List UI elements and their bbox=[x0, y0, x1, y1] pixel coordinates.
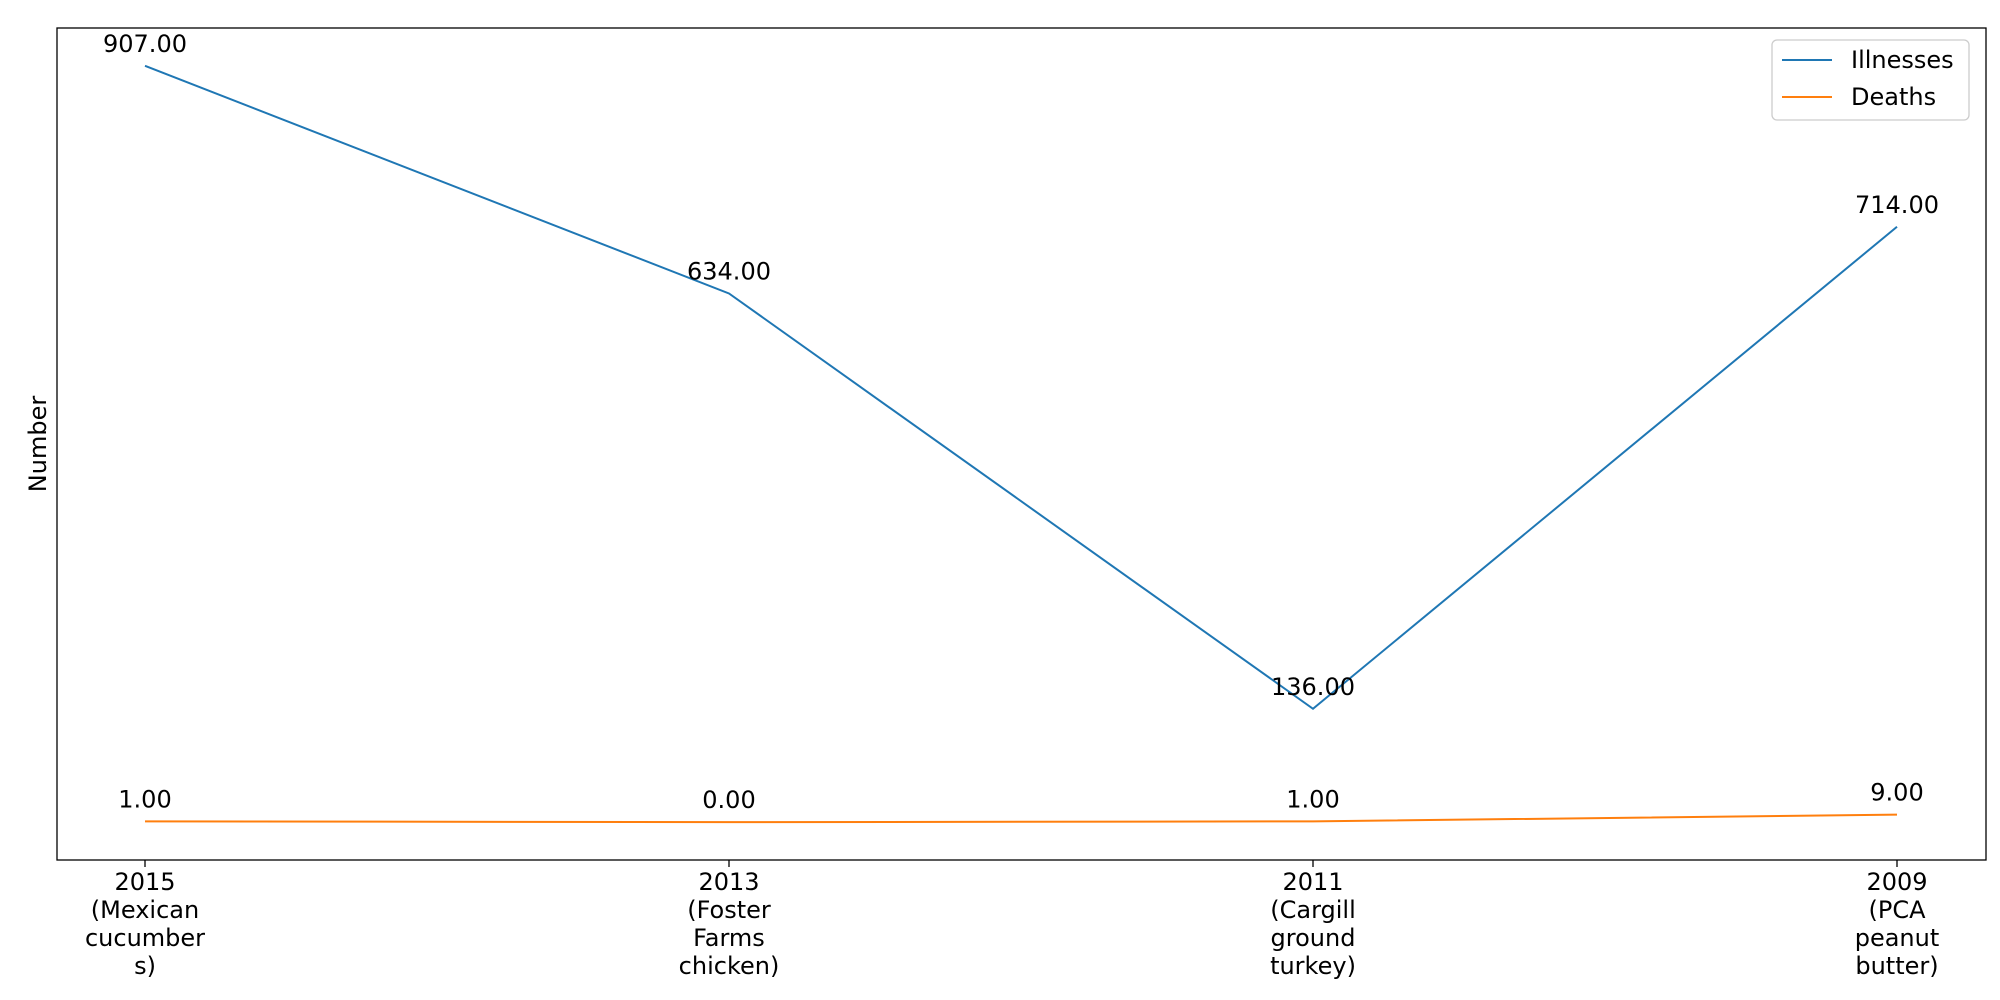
x-tick-label-line: 2011 bbox=[1282, 868, 1343, 896]
legend-label-illnesses: Illnesses bbox=[1851, 46, 1954, 74]
x-axis: 2015 (Mexican cucumber s) 2013 (Foster Farms ch… bbox=[85, 860, 1939, 980]
x-tick-label-line: ground bbox=[1271, 924, 1356, 952]
plot-frame bbox=[56, 27, 1987, 861]
y-axis-title: Number bbox=[24, 396, 52, 493]
x-tick-label-line: (Cargill bbox=[1270, 896, 1356, 924]
series-line-illnesses bbox=[144, 64, 1898, 711]
data-label-illnesses: 634.00 bbox=[687, 257, 771, 285]
x-tick-label-line: cucumber bbox=[85, 924, 205, 952]
data-label-deaths: 9.00 bbox=[1870, 779, 1923, 807]
data-label-deaths: 0.00 bbox=[702, 786, 755, 814]
x-tick-label-line: peanut bbox=[1855, 924, 1940, 952]
data-label-deaths: 1.00 bbox=[1286, 785, 1339, 813]
x-tick-label-line: 2009 bbox=[1866, 868, 1927, 896]
x-tick-label-line: chicken) bbox=[679, 952, 780, 980]
series-line-deaths bbox=[144, 813, 1898, 824]
x-tick-label-line: (Mexican bbox=[91, 896, 199, 924]
x-tick-label-line: turkey) bbox=[1270, 952, 1356, 980]
x-tick-label: 2013 (Foster Farms chicken) bbox=[679, 868, 780, 980]
x-tick-label-line: s) bbox=[134, 952, 156, 980]
legend: Illnesses Deaths bbox=[1771, 39, 1970, 121]
x-tick-label-line: (PCA bbox=[1868, 896, 1926, 924]
data-label-illnesses: 136.00 bbox=[1271, 673, 1355, 701]
x-tick-label-line: 2013 bbox=[698, 868, 759, 896]
x-tick-label-line: (Foster bbox=[687, 896, 771, 924]
data-label-deaths: 1.00 bbox=[118, 785, 171, 813]
x-tick-label-line: butter) bbox=[1855, 952, 1938, 980]
series-layer: 907.00 634.00 136.00 714.00 1.00 0.00 1.00 9.00 bbox=[103, 30, 1939, 824]
x-tick-label-line: Farms bbox=[693, 924, 765, 952]
data-label-illnesses: 907.00 bbox=[103, 30, 187, 58]
x-tick-label: 2011 (Cargill ground turkey) bbox=[1270, 868, 1356, 980]
data-label-illnesses: 714.00 bbox=[1855, 191, 1939, 219]
legend-label-deaths: Deaths bbox=[1851, 83, 1936, 111]
x-tick-label: 2009 (PCA peanut butter) bbox=[1855, 868, 1940, 980]
x-tick-label-line: 2015 bbox=[114, 868, 175, 896]
x-tick-label: 2015 (Mexican cucumber s) bbox=[85, 868, 205, 980]
